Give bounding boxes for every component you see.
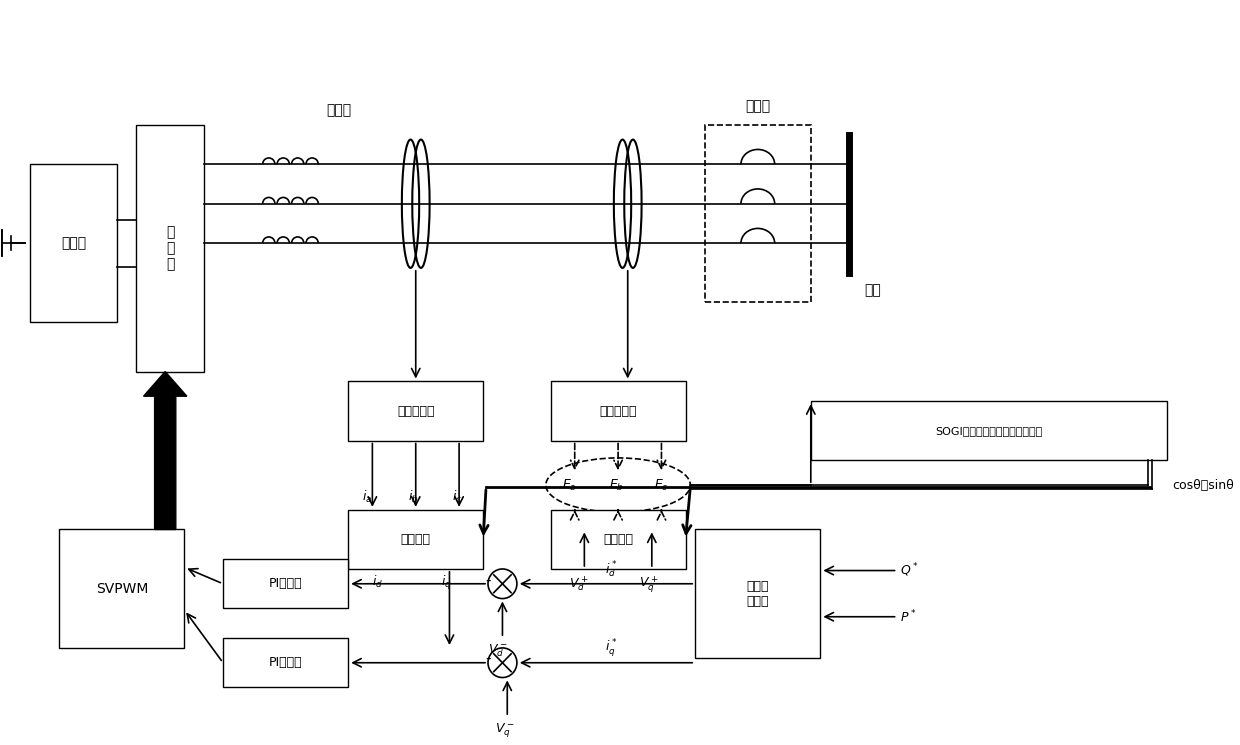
FancyBboxPatch shape <box>223 638 348 688</box>
Text: 电流指
令计算: 电流指 令计算 <box>746 580 769 608</box>
FancyBboxPatch shape <box>348 510 484 569</box>
Text: $P^*$: $P^*$ <box>900 609 916 625</box>
FancyBboxPatch shape <box>30 164 117 322</box>
FancyArrow shape <box>144 372 187 530</box>
FancyBboxPatch shape <box>696 530 821 658</box>
Text: 旋转变换: 旋转变换 <box>603 533 634 546</box>
Text: $E_c$: $E_c$ <box>655 478 668 492</box>
Text: SVPWM: SVPWM <box>95 582 148 596</box>
FancyBboxPatch shape <box>136 124 203 372</box>
Text: $V_q^+$: $V_q^+$ <box>639 574 658 595</box>
Text: $E_b$: $E_b$ <box>609 478 624 492</box>
FancyBboxPatch shape <box>704 124 811 302</box>
Text: $i_d^*$: $i_d^*$ <box>605 559 618 580</box>
Text: SOGI正交处理与正余弦信号计算: SOGI正交处理与正余弦信号计算 <box>935 425 1043 436</box>
FancyBboxPatch shape <box>551 381 686 440</box>
Text: $V_q^-$: $V_q^-$ <box>495 722 515 741</box>
Text: 逆
变
器: 逆 变 器 <box>166 225 174 271</box>
Text: PI控制器: PI控制器 <box>269 577 303 590</box>
Text: -: - <box>485 572 491 587</box>
Text: $V_d^-$: $V_d^-$ <box>487 643 507 659</box>
Text: $i_a$: $i_a$ <box>362 489 373 505</box>
FancyBboxPatch shape <box>551 510 686 569</box>
Text: PI控制器: PI控制器 <box>269 656 303 669</box>
Text: 断路器: 断路器 <box>745 99 770 113</box>
Text: -: - <box>485 651 491 666</box>
Text: 旋转变换: 旋转变换 <box>401 533 430 546</box>
Text: 电压传感器: 电压传感器 <box>599 405 637 417</box>
Text: $Q^*$: $Q^*$ <box>900 562 919 580</box>
Text: 滤波器: 滤波器 <box>326 103 351 117</box>
Text: 电流传感器: 电流传感器 <box>397 405 434 417</box>
FancyBboxPatch shape <box>223 559 348 609</box>
Text: $i_d$: $i_d$ <box>372 574 383 590</box>
Text: $E_a$: $E_a$ <box>562 478 577 492</box>
FancyBboxPatch shape <box>811 401 1167 460</box>
Text: 直流源: 直流源 <box>61 236 87 250</box>
Text: $i_b$: $i_b$ <box>408 489 418 505</box>
Text: cosθ，sinθ: cosθ，sinθ <box>1172 478 1234 492</box>
FancyBboxPatch shape <box>348 381 484 440</box>
Text: $i_q^*$: $i_q^*$ <box>605 637 618 659</box>
Text: $V_d^+$: $V_d^+$ <box>569 574 588 593</box>
Text: 电网: 电网 <box>864 282 880 297</box>
Text: $i_c$: $i_c$ <box>453 489 463 505</box>
FancyBboxPatch shape <box>60 530 185 648</box>
Text: $i_q$: $i_q$ <box>441 574 451 592</box>
